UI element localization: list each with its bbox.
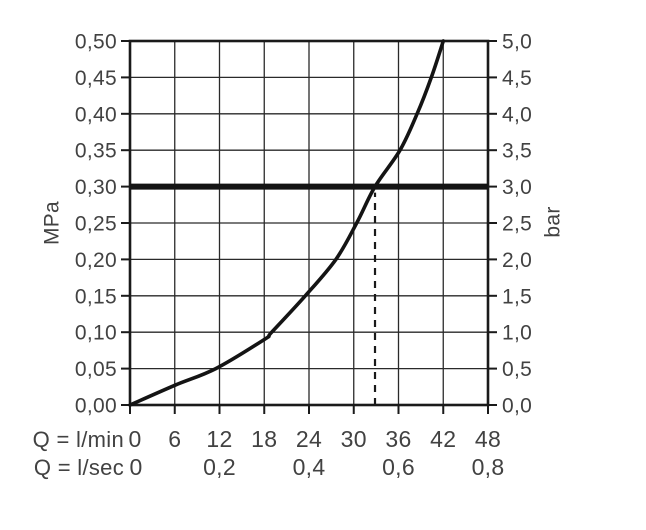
x-tick-label-lsec: 0,2 — [203, 454, 236, 480]
x-tick-label-lmin: 48 — [475, 426, 501, 452]
x-axis-secondary-unit-label: Q = l/sec — [34, 455, 124, 480]
y-tick-label-bar: 1,0 — [502, 322, 532, 345]
x-tick-label-lmin: 42 — [430, 426, 456, 452]
y-tick-label-mpa: 0,30 — [75, 176, 117, 199]
y-axis-left-unit-label: MPa — [41, 201, 64, 245]
y-tick-label-mpa: 0,50 — [75, 31, 117, 54]
x-axis-primary-unit-label: Q = l/min — [33, 427, 124, 452]
y-tick-label-bar: 2,5 — [502, 213, 532, 236]
y-tick-label-bar: 4,5 — [502, 67, 532, 90]
y-axis-right-unit-label: bar — [542, 206, 565, 237]
y-tick-label-bar: 0,5 — [502, 358, 532, 381]
y-tick-label-bar: 2,0 — [502, 249, 532, 272]
y-tick-label-mpa: 0,25 — [75, 213, 117, 236]
y-tick-label-mpa: 0,15 — [75, 285, 117, 308]
x-tick-label-lmin: 6 — [168, 426, 181, 452]
x-tick-label-lsec: 0,8 — [472, 454, 505, 480]
x-tick-label-lmin: 36 — [385, 426, 411, 452]
plot-border — [128, 39, 490, 407]
y-tick-label-bar: 1,5 — [502, 285, 532, 308]
y-tick-label-mpa: 0,20 — [75, 249, 117, 272]
y-tick-label-mpa: 0,10 — [75, 322, 117, 345]
y-tick-label-mpa: 0,05 — [75, 358, 117, 381]
x-tick-label-lsec: 0,4 — [293, 454, 326, 480]
y-tick-label-bar: 3,0 — [502, 176, 532, 199]
x-tick-label-lsec: 0,6 — [382, 454, 415, 480]
y-tick-label-mpa: 0,45 — [75, 67, 117, 90]
y-tick-label-bar: 3,5 — [502, 140, 532, 163]
y-tick-label-bar: 0,0 — [502, 395, 532, 418]
x-tick-label-lmin: 0 — [128, 426, 141, 452]
y-tick-label-bar: 4,0 — [502, 103, 532, 126]
x-tick-label-lsec: 0 — [129, 454, 142, 480]
y-tick-label-mpa: 0,35 — [75, 140, 117, 163]
y-tick-label-bar: 5,0 — [502, 31, 532, 54]
y-tick-label-mpa: 0,00 — [75, 395, 117, 418]
x-tick-label-lmin: 24 — [296, 426, 322, 452]
y-tick-label-mpa: 0,40 — [75, 103, 117, 126]
x-tick-label-lmin: 12 — [206, 426, 232, 452]
x-tick-label-lmin: 18 — [251, 426, 277, 452]
x-tick-label-lmin: 30 — [341, 426, 367, 452]
flow-pressure-curve — [128, 39, 446, 407]
